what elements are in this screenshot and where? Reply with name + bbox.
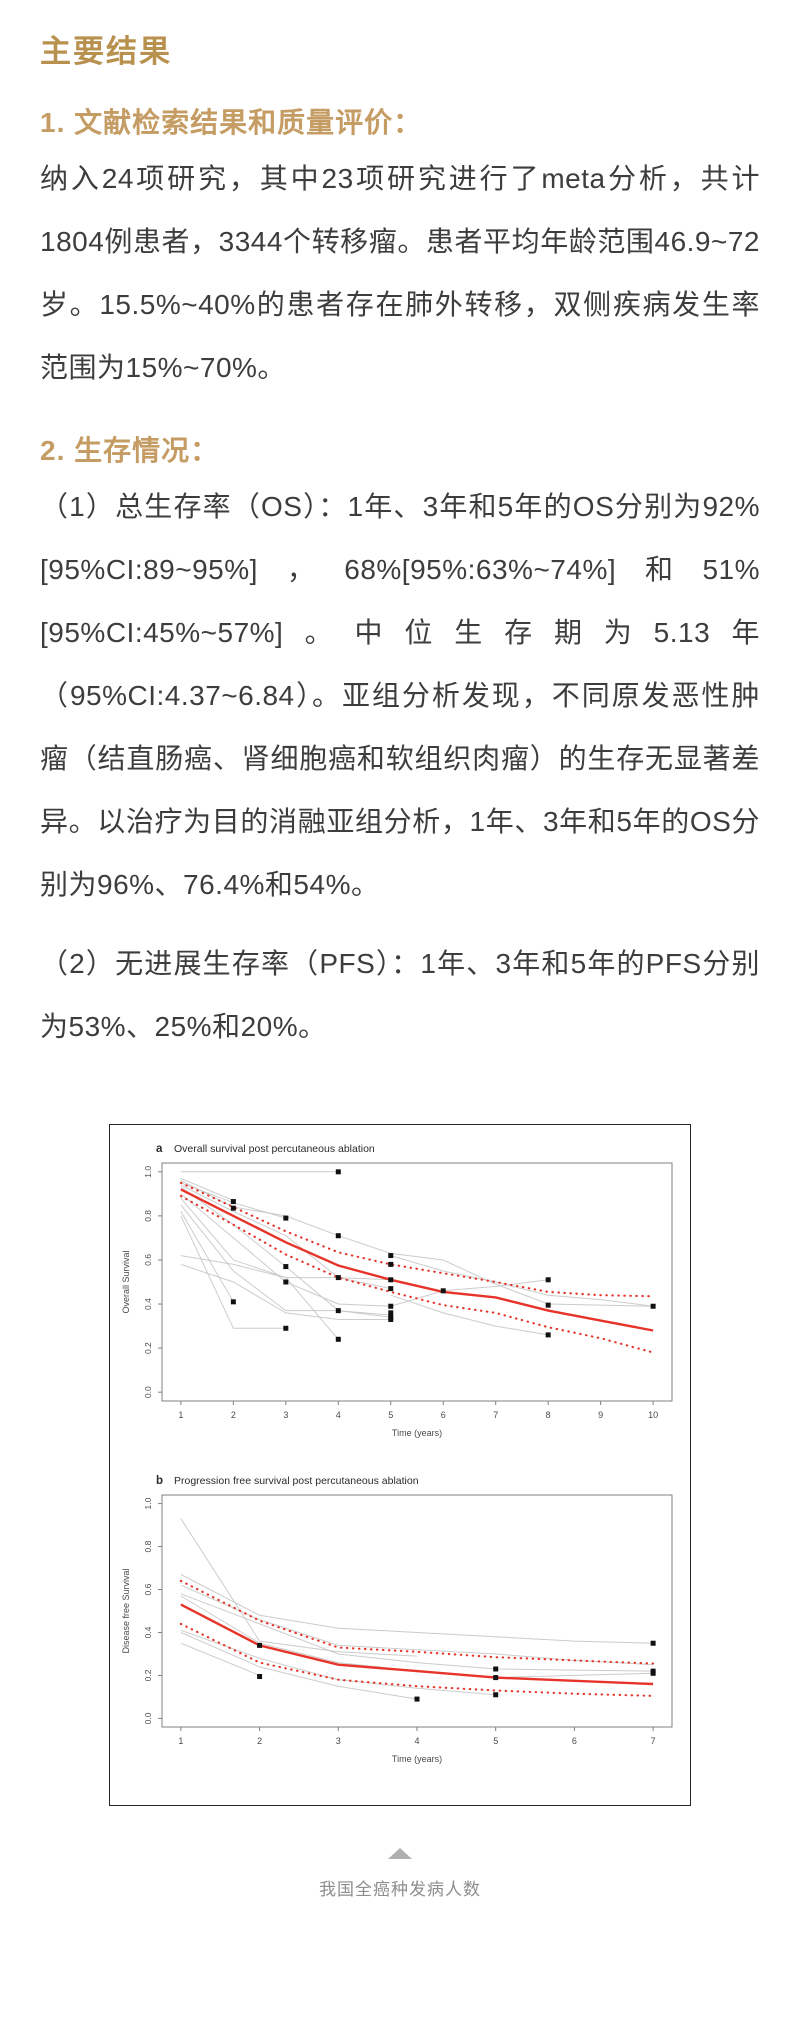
svg-text:9: 9 — [598, 1410, 603, 1420]
survival-curves-figure: a Overall survival post percutaneous abla… — [109, 1124, 691, 1806]
svg-text:0.8: 0.8 — [143, 1540, 153, 1552]
svg-text:0.0: 0.0 — [143, 1386, 153, 1398]
svg-text:0.2: 0.2 — [143, 1669, 153, 1681]
svg-text:Time (years): Time (years) — [392, 1754, 442, 1764]
svg-text:1: 1 — [178, 1410, 183, 1420]
svg-text:6: 6 — [572, 1736, 577, 1746]
svg-text:6: 6 — [441, 1410, 446, 1420]
svg-text:5: 5 — [493, 1736, 498, 1746]
svg-text:1.0: 1.0 — [143, 1166, 153, 1178]
svg-text:0.8: 0.8 — [143, 1210, 153, 1222]
page-title: 主要结果 — [40, 34, 172, 69]
svg-text:1: 1 — [178, 1736, 183, 1746]
svg-text:7: 7 — [651, 1736, 656, 1746]
svg-text:8: 8 — [546, 1410, 551, 1420]
svg-text:Progression free survival post: Progression free survival post percutane… — [174, 1475, 419, 1487]
svg-text:10: 10 — [648, 1410, 658, 1420]
paragraph-progression-free-survival: （2）无进展生存率（PFS）：1年、3年和5年的PFS分别为53%、25%和20… — [40, 948, 760, 1042]
svg-text:b: b — [156, 1475, 163, 1487]
svg-text:7: 7 — [493, 1410, 498, 1420]
svg-text:1.0: 1.0 — [143, 1497, 153, 1509]
svg-text:a: a — [156, 1143, 163, 1155]
svg-text:Overall survival post percutan: Overall survival post percutaneous ablat… — [174, 1143, 375, 1155]
svg-text:4: 4 — [336, 1410, 341, 1420]
chart-progression-free-survival: b Progression free survival post percutan… — [114, 1471, 686, 1797]
svg-text:Disease free Survival: Disease free Survival — [121, 1568, 131, 1653]
section-heading-literature: 1. 文献检索结果和质量评价： — [40, 107, 423, 138]
svg-text:Time (years): Time (years) — [392, 1428, 442, 1438]
chart-overall-survival: a Overall survival post percutaneous abla… — [114, 1139, 686, 1471]
section-heading-survival: 2. 生存情况： — [40, 435, 220, 466]
svg-text:0.6: 0.6 — [143, 1254, 153, 1266]
figure-caption: 我国全癌种发病人数 — [319, 1880, 481, 1899]
paragraph-literature-results: 纳入24项研究，其中23项研究进行了meta分析，共计1804例患者，3344个… — [40, 163, 760, 383]
svg-text:3: 3 — [283, 1410, 288, 1420]
article-page: 主要结果 1. 文献检索结果和质量评价： 纳入24项研究，其中23项研究进行了m… — [40, 34, 760, 1899]
svg-text:2: 2 — [231, 1410, 236, 1420]
svg-text:Overall Survival: Overall Survival — [121, 1250, 131, 1313]
svg-text:0.0: 0.0 — [143, 1712, 153, 1724]
svg-text:0.4: 0.4 — [143, 1626, 153, 1638]
svg-text:5: 5 — [388, 1410, 393, 1420]
paragraph-overall-survival: （1）总生存率（OS）：1年、3年和5年的OS分别为92%[95%CI:89~9… — [40, 491, 760, 900]
svg-text:4: 4 — [414, 1736, 419, 1746]
svg-text:0.4: 0.4 — [143, 1298, 153, 1310]
triangle-up-icon — [388, 1848, 412, 1859]
svg-text:3: 3 — [336, 1736, 341, 1746]
svg-text:0.6: 0.6 — [143, 1583, 153, 1595]
svg-text:2: 2 — [257, 1736, 262, 1746]
svg-text:0.2: 0.2 — [143, 1342, 153, 1354]
